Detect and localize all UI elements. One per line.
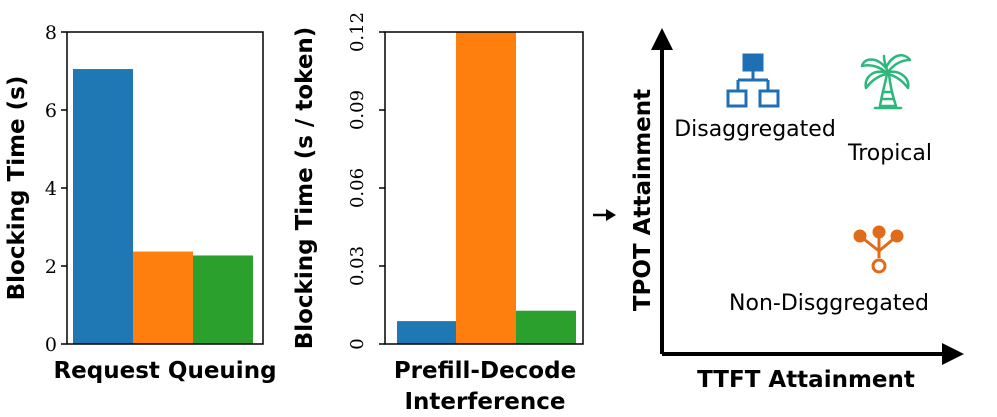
chart1-xlabel: Request Queuing	[53, 358, 276, 384]
chart2-xlabel-line1: Prefill-Decode	[394, 358, 576, 384]
bar	[73, 69, 133, 345]
chart-prefill-decode: 0 0.03 0.06 0.09 0.12 Blocking Time (s / tok…	[292, 12, 584, 415]
chart3-xlabel: TTFT Attainment	[697, 367, 915, 393]
chart1-ylabel: Blocking Time (s)	[4, 76, 30, 301]
chart-attainment: TPOT Attainment TTFT Attainment Disaggre…	[593, 28, 964, 393]
y-tick-label: 6	[45, 100, 57, 122]
chart2-ylabel: Blocking Time (s / token)	[292, 27, 318, 350]
y-tick-label: 0	[45, 334, 57, 356]
bar	[516, 310, 576, 344]
y-tick-label: 0	[347, 338, 368, 349]
bar	[193, 255, 253, 344]
y-tick-label: 8	[45, 22, 57, 44]
y-tick-label: 0.09	[347, 90, 368, 130]
chart2-xlabel-line2: Interference	[404, 389, 565, 415]
point-label-disaggregated: Disaggregated	[674, 117, 836, 142]
branch-merge-icon	[853, 225, 904, 274]
bar	[133, 251, 193, 344]
chart3-ylabel: TPOT Attainment	[630, 89, 656, 311]
y-tick-label: 2	[45, 256, 57, 278]
y-tick-label: 0.12	[347, 12, 368, 52]
chart-request-queuing: 0 2 4 6 8 Blocking Time (s) Request Queuing	[4, 22, 277, 384]
y-tick-label: 0.03	[347, 246, 368, 286]
point-label-tropical: Tropical	[847, 141, 932, 166]
palm-tree-icon	[860, 54, 912, 110]
x-axis-arrow-icon	[942, 343, 964, 365]
hierarchy-icon	[726, 53, 780, 108]
y-axis-arrow-icon	[651, 28, 673, 50]
bar	[397, 321, 457, 344]
side-arrow-icon	[606, 209, 616, 221]
y-tick-label: 0.06	[347, 168, 368, 208]
point-label-non-disaggregated: Non-Disggregated	[729, 291, 929, 316]
bar	[456, 32, 516, 344]
y-tick-label: 4	[45, 178, 57, 200]
